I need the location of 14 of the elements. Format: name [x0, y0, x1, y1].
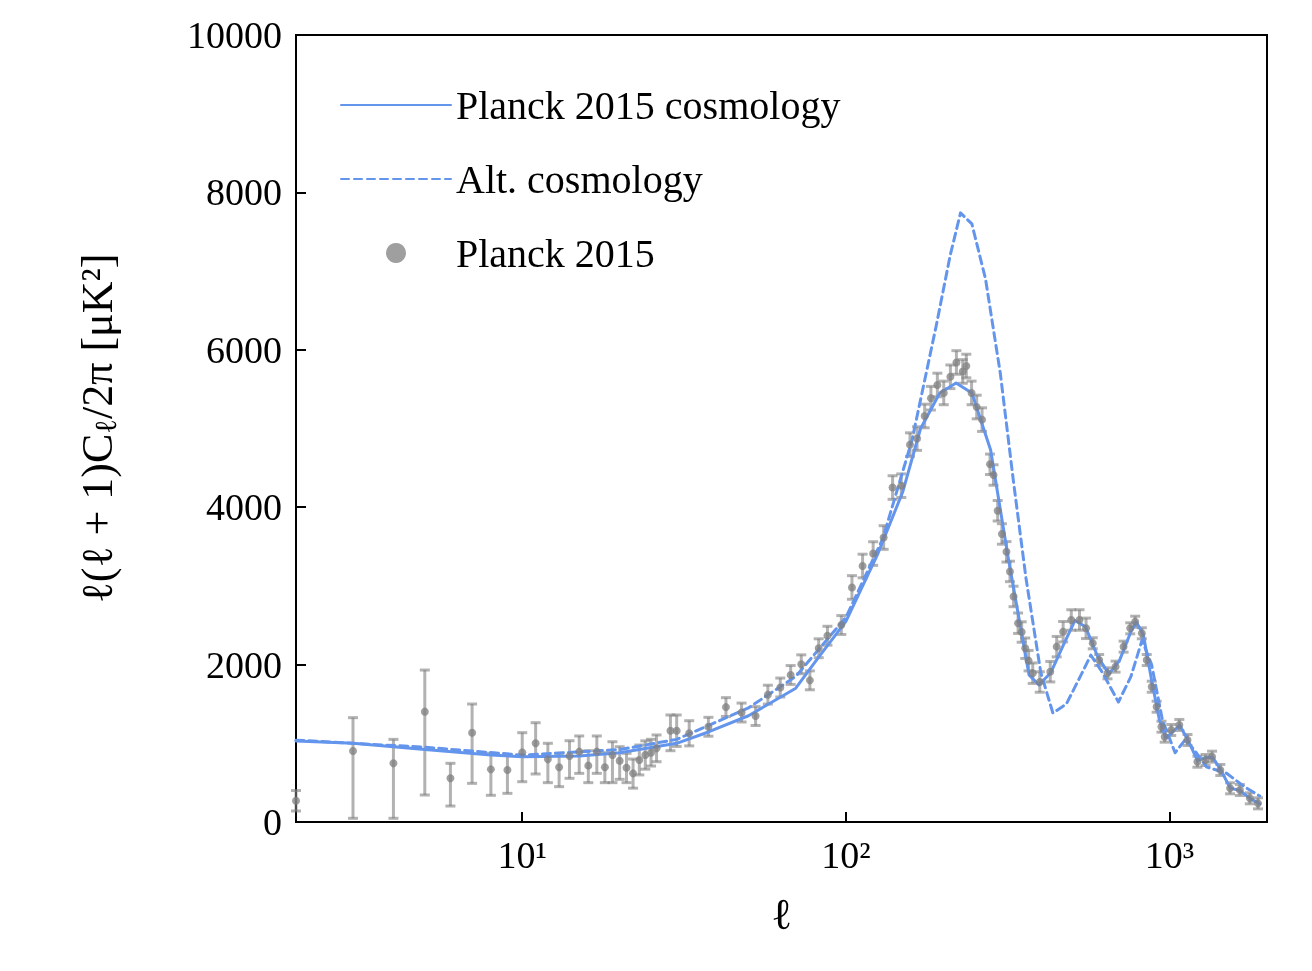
x-tick-label: 10¹: [497, 834, 547, 876]
y-tick-label: 4000: [206, 486, 282, 529]
x-tick-label: 10²: [821, 834, 871, 876]
legend-label: Planck 2015 cosmology: [456, 82, 841, 128]
x-axis-title: ℓ: [770, 889, 793, 939]
y-tick-label: 8000: [206, 171, 282, 214]
y-tick-label: 6000: [206, 328, 282, 371]
legend-label: Alt. cosmology: [456, 156, 703, 202]
y-tick-label: 0: [263, 801, 282, 843]
y-tick-label: 2000: [206, 643, 282, 686]
x-tick-label: 10³: [1144, 834, 1195, 876]
legend-label: Planck 2015: [456, 230, 655, 276]
y-axis-title: ℓ(ℓ + 1)Cℓ/2π [μK²]: [73, 253, 123, 604]
y-tick-label: 10000: [187, 14, 282, 56]
